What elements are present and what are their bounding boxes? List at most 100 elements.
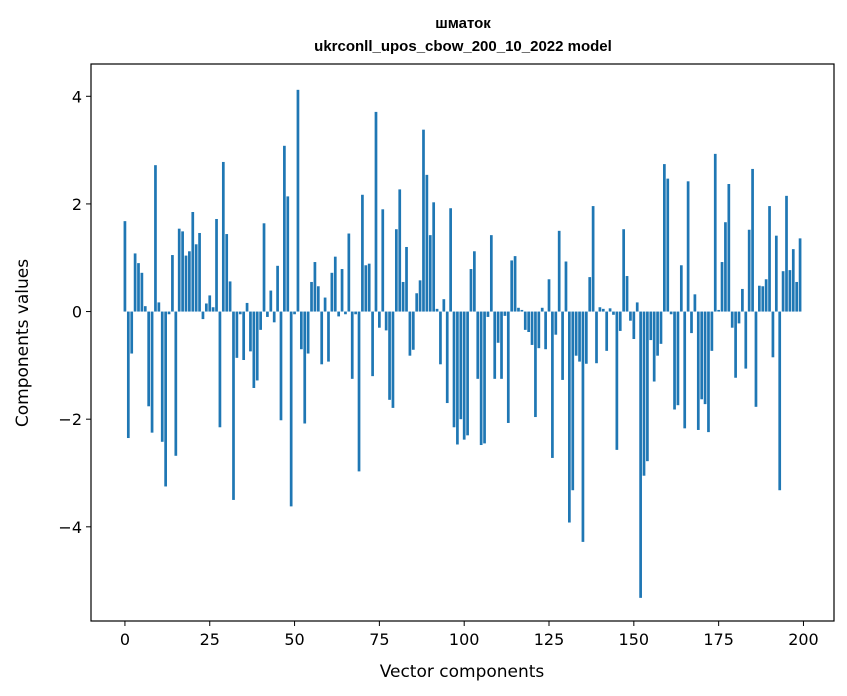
bar-component-76 xyxy=(381,209,385,312)
bar-component-16 xyxy=(177,228,181,312)
bar-component-195 xyxy=(785,195,788,312)
bar-component-157 xyxy=(656,311,659,356)
bar-component-114 xyxy=(510,260,514,312)
bar-component-61 xyxy=(330,272,334,312)
bar-component-13 xyxy=(167,311,171,315)
bar-component-155 xyxy=(649,311,653,341)
bar-component-75 xyxy=(378,311,381,328)
bar-component-141 xyxy=(601,308,605,312)
bar-component-108 xyxy=(489,235,493,312)
y-tick-label: −4 xyxy=(58,518,82,537)
bar-component-160 xyxy=(666,178,670,312)
x-tick-label: 50 xyxy=(284,630,304,649)
bar-component-6 xyxy=(143,306,147,312)
bar-component-40 xyxy=(259,311,262,330)
bar-component-119 xyxy=(527,311,531,333)
bar-component-128 xyxy=(557,230,561,312)
y-tick-label: 0 xyxy=(72,303,82,322)
bar-component-147 xyxy=(622,229,626,312)
bar-component-191 xyxy=(771,311,775,358)
bar-component-126 xyxy=(551,311,554,458)
bar-component-47 xyxy=(283,145,286,312)
bar-component-152 xyxy=(639,311,642,598)
bar-component-5 xyxy=(140,272,144,312)
bar-component-44 xyxy=(272,311,276,323)
bar-component-132 xyxy=(571,311,575,491)
bar-component-143 xyxy=(608,308,612,312)
bar-component-118 xyxy=(523,311,527,330)
bar-component-168 xyxy=(693,294,697,312)
bar-component-31 xyxy=(228,281,232,312)
bar-component-190 xyxy=(768,206,771,312)
bar-component-26 xyxy=(211,307,215,312)
bar-component-32 xyxy=(232,311,235,500)
bar-component-137 xyxy=(588,277,592,312)
bar-component-101 xyxy=(466,311,469,436)
bar-component-45 xyxy=(276,265,279,312)
bar-component-43 xyxy=(269,290,273,312)
bar-component-153 xyxy=(642,311,646,476)
bar-component-78 xyxy=(388,311,391,400)
bar-component-174 xyxy=(713,153,717,312)
bar-component-27 xyxy=(215,218,218,312)
bar-component-111 xyxy=(500,311,503,379)
bar-component-183 xyxy=(744,311,748,369)
bar-component-177 xyxy=(724,222,727,312)
bar-component-72 xyxy=(367,263,371,312)
bar-component-113 xyxy=(506,311,510,423)
bar-component-151 xyxy=(635,302,639,312)
bar-component-58 xyxy=(320,311,324,365)
bar-component-124 xyxy=(544,311,547,350)
bar-component-7 xyxy=(147,311,151,407)
bar-component-103 xyxy=(473,251,476,312)
chart-title: шматок xyxy=(435,15,491,32)
bar-component-196 xyxy=(788,270,792,312)
bar-component-9 xyxy=(154,165,157,312)
bar-component-179 xyxy=(730,311,734,328)
bar-component-30 xyxy=(225,234,229,312)
y-tick-label: 4 xyxy=(72,87,82,106)
bar-component-145 xyxy=(615,311,619,450)
bar-component-170 xyxy=(700,311,704,400)
bar-component-70 xyxy=(361,194,364,312)
bar-component-66 xyxy=(347,233,351,312)
bar-component-77 xyxy=(384,311,388,331)
y-tick-label: 2 xyxy=(72,195,82,214)
bar-component-42 xyxy=(266,311,269,317)
bar-component-173 xyxy=(710,311,714,351)
bar-component-176 xyxy=(720,262,724,312)
bar-component-35 xyxy=(242,311,246,360)
bar-component-134 xyxy=(578,311,581,362)
x-tick-label: 75 xyxy=(369,630,389,649)
bar-component-3 xyxy=(133,253,137,312)
bar-component-105 xyxy=(479,311,483,446)
bar-component-199 xyxy=(798,238,802,312)
bar-component-171 xyxy=(703,311,707,405)
bar-component-57 xyxy=(316,286,320,312)
bar-component-166 xyxy=(686,181,690,312)
bar-component-87 xyxy=(418,280,422,312)
x-tick-label: 25 xyxy=(200,630,220,649)
bar-component-91 xyxy=(432,202,436,312)
bar-component-85 xyxy=(411,311,415,350)
bar-component-17 xyxy=(181,231,184,312)
bar-component-121 xyxy=(534,311,537,418)
bar-component-52 xyxy=(299,311,303,350)
bar-component-15 xyxy=(174,311,178,456)
bar-component-120 xyxy=(530,311,534,345)
bar-component-81 xyxy=(398,189,402,312)
bar-component-10 xyxy=(157,302,161,312)
bar-component-64 xyxy=(340,269,344,312)
bar-component-41 xyxy=(262,223,266,312)
bar-component-165 xyxy=(683,311,687,429)
bar-component-192 xyxy=(774,235,778,312)
x-tick-label: 200 xyxy=(788,630,819,649)
bar-component-197 xyxy=(791,249,795,312)
bar-component-71 xyxy=(364,265,368,312)
y-axis-label: Components values xyxy=(13,259,33,427)
bar-component-93 xyxy=(439,311,442,365)
bar-component-178 xyxy=(727,184,731,312)
bar-component-88 xyxy=(422,129,425,312)
bar-component-169 xyxy=(696,311,700,430)
bar-component-122 xyxy=(537,311,541,349)
